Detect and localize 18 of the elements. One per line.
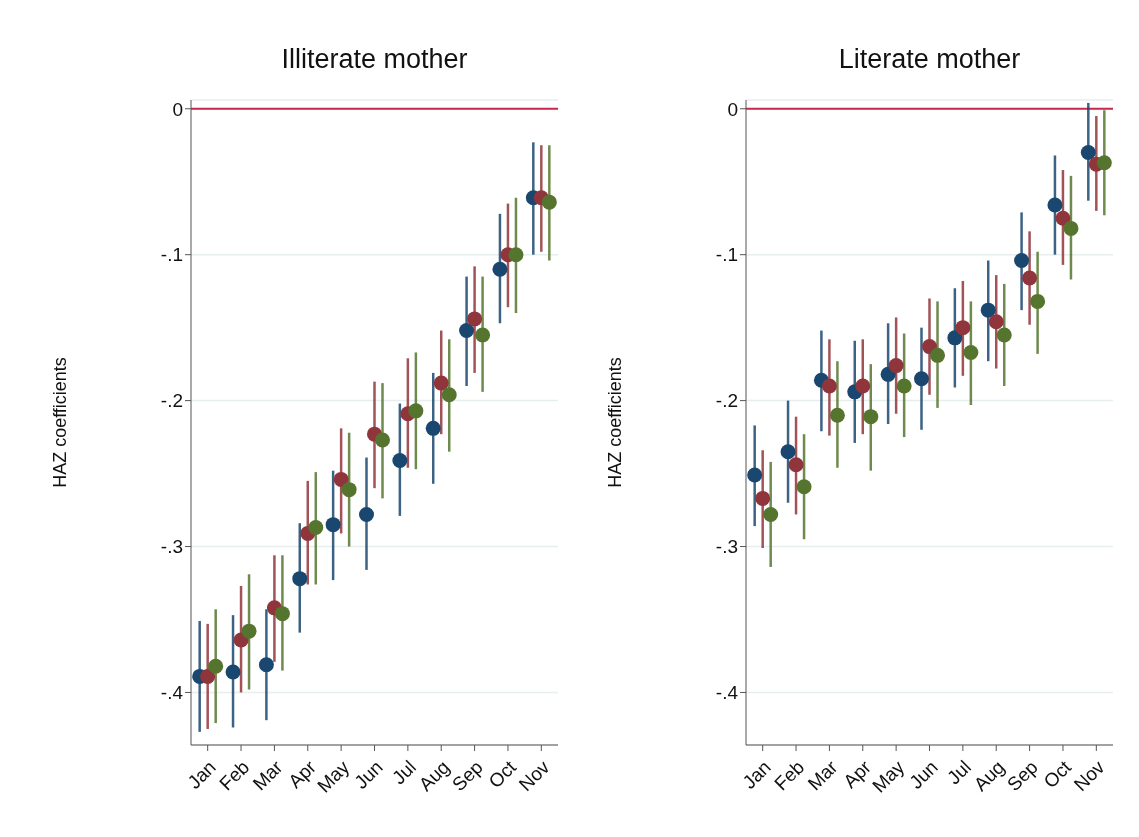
y-tick-label: -.1 [715,244,738,266]
y-tick-label: 0 [172,98,183,120]
x-tick-label: Jul [388,756,421,789]
x-tick-label: Jun [905,756,942,793]
x-tick-label: Jun [350,756,387,793]
y-tick-label: -.2 [715,390,738,412]
y-tick-label: -.4 [715,682,739,704]
y-tick-label: -.3 [160,536,183,558]
y-axis-title: HAZ coefficients [605,357,626,488]
y-tick-label: 0 [727,98,738,120]
x-tick-label: Jul [943,756,976,789]
y-axis-title: HAZ coefficients [50,357,71,488]
y-tick-label: -.4 [160,682,184,704]
chart-title: Literate mother [837,44,1022,75]
y-tick-label: -.1 [160,244,183,266]
y-tick-label: -.3 [715,536,738,558]
y-tick-label: -.2 [160,390,183,412]
chart-title: Illiterate mother [280,44,469,75]
